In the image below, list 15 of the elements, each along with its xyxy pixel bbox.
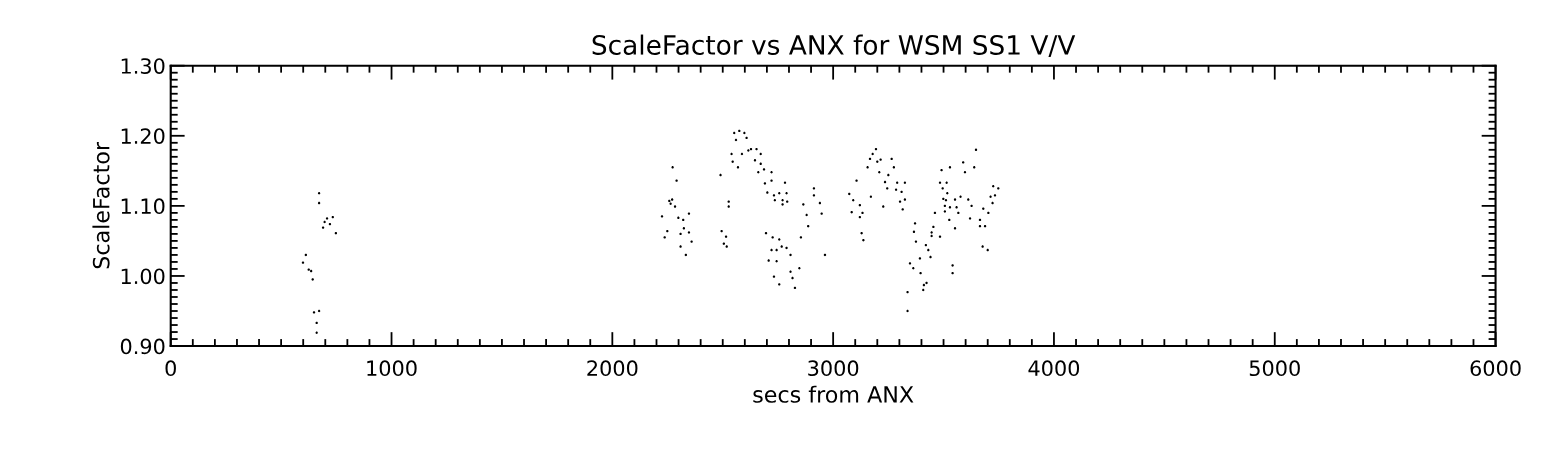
y-tick-label: 0.90 <box>120 338 165 355</box>
chart-title: ScaleFactor vs ANX for WSM SS1 V/V <box>592 34 1076 58</box>
x-tick-label: 5000 <box>1249 360 1300 377</box>
x-tick-label: 4000 <box>1028 360 1080 377</box>
x-tick-label: 1000 <box>367 360 417 377</box>
x-tick-label: 3000 <box>808 360 859 377</box>
x-tick-label: 2000 <box>587 360 638 377</box>
y-tick-label: 1.10 <box>121 198 165 215</box>
y-tick-label: 1.20 <box>121 128 165 144</box>
x-axis-title: secs from ANX <box>753 385 914 403</box>
x-tick-label: 0 <box>165 360 176 377</box>
y-tick-label: 1.00 <box>121 268 165 285</box>
y-tick-label: 1.30 <box>121 58 165 74</box>
x-tick-label: 6000 <box>1470 360 1521 377</box>
y-axis-title: ScaleFactor <box>92 141 110 269</box>
